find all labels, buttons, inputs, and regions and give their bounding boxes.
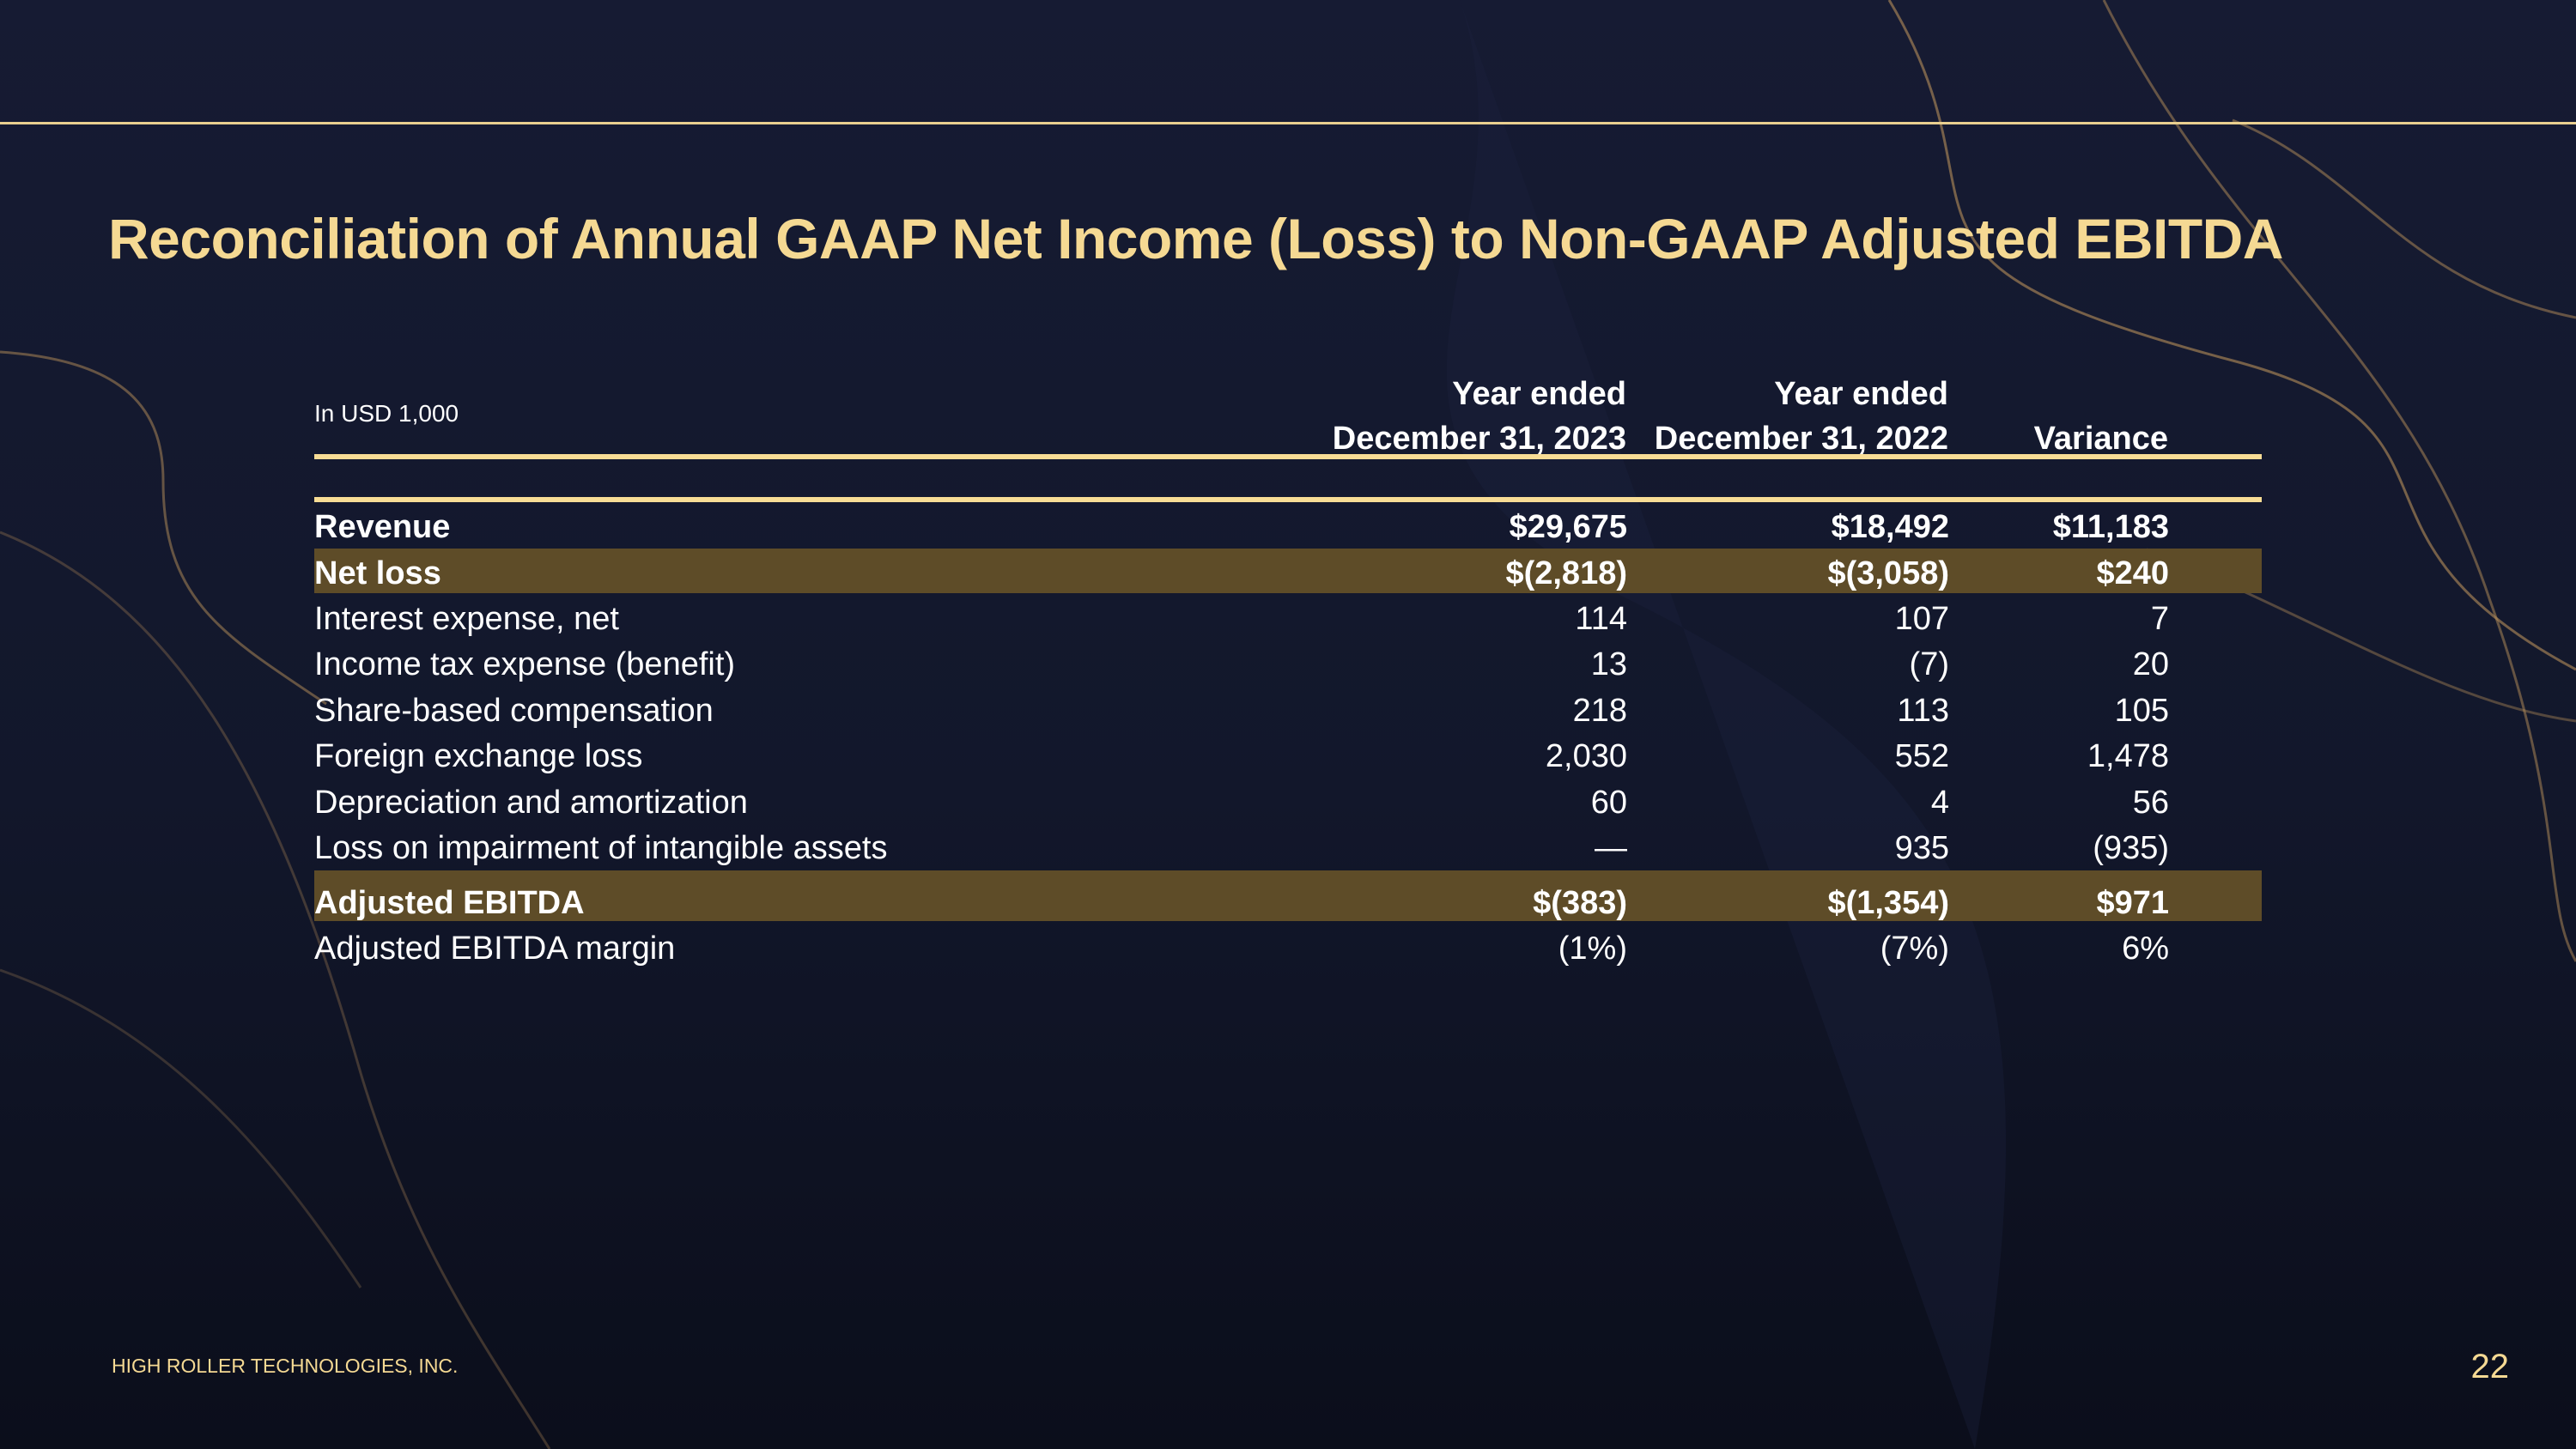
table-row: Share-based compensation 218 113 105 bbox=[314, 688, 2262, 733]
table-row: Loss on impairment of intangible assets —… bbox=[314, 826, 2262, 870]
value-2022: $(3,058) bbox=[1827, 555, 1949, 591]
header-rule bbox=[314, 454, 2262, 459]
column-header-line: Year ended bbox=[1774, 376, 1948, 412]
row-label: Loss on impairment of intangible assets bbox=[314, 830, 888, 866]
value-variance: $971 bbox=[2096, 885, 2169, 921]
column-header-variance: Variance bbox=[2033, 421, 2168, 457]
value-variance: 6% bbox=[2122, 931, 2169, 967]
table-row: Net loss $(2,818) $(3,058) $240 bbox=[314, 551, 2262, 596]
table-row: Interest expense, net 114 107 7 bbox=[314, 597, 2262, 641]
row-label: Income tax expense (benefit) bbox=[314, 646, 736, 682]
value-2023: $(2,818) bbox=[1505, 555, 1627, 591]
value-variance: $11,183 bbox=[2052, 509, 2169, 545]
value-2023: 60 bbox=[1590, 785, 1627, 821]
value-2022: 935 bbox=[1894, 830, 1949, 866]
row-label: Depreciation and amortization bbox=[314, 785, 748, 821]
page-title: Reconciliation of Annual GAAP Net Income… bbox=[108, 207, 2283, 270]
row-label: Foreign exchange loss bbox=[314, 738, 643, 774]
company-name: HIGH ROLLER TECHNOLOGIES, INC. bbox=[112, 1355, 459, 1377]
value-variance: 56 bbox=[2132, 785, 2169, 821]
top-divider bbox=[0, 122, 2576, 124]
column-header-line: Year ended bbox=[1452, 376, 1626, 412]
value-2022: (7) bbox=[1909, 646, 1949, 682]
value-2023: 13 bbox=[1590, 646, 1627, 682]
header-rule bbox=[314, 497, 2262, 502]
row-label: Revenue bbox=[314, 509, 451, 545]
value-variance: 20 bbox=[2132, 646, 2169, 682]
value-2023: 2,030 bbox=[1545, 738, 1627, 774]
row-label: Share-based compensation bbox=[314, 693, 714, 729]
value-2023: $(383) bbox=[1533, 885, 1627, 921]
value-2022: 107 bbox=[1894, 601, 1949, 637]
value-variance: 7 bbox=[2150, 601, 2169, 637]
value-2022: $18,492 bbox=[1831, 509, 1949, 545]
value-2023: (1%) bbox=[1558, 931, 1627, 967]
row-label: Adjusted EBITDA margin bbox=[314, 931, 676, 967]
row-label: Interest expense, net bbox=[314, 601, 619, 637]
table-row: Adjusted EBITDA margin (1%) (7%) 6% bbox=[314, 926, 2262, 971]
value-2022: $(1,354) bbox=[1827, 885, 1949, 921]
value-2022: 552 bbox=[1894, 738, 1949, 774]
value-variance: (935) bbox=[2093, 830, 2169, 866]
value-2022: 4 bbox=[1930, 785, 1949, 821]
row-highlight bbox=[314, 549, 2262, 593]
table-row: Income tax expense (benefit) 13 (7) 20 bbox=[314, 642, 2262, 687]
value-variance: 1,478 bbox=[2087, 738, 2169, 774]
row-label: Net loss bbox=[314, 555, 441, 591]
value-2023: — bbox=[1595, 830, 1627, 866]
value-2023: $29,675 bbox=[1509, 509, 1627, 545]
table-row: Adjusted EBITDA $(383) $(1,354) $971 bbox=[314, 881, 2262, 925]
column-header-line: December 31, 2022 bbox=[1654, 421, 1948, 457]
value-2023: 114 bbox=[1575, 601, 1627, 637]
table-row: Depreciation and amortization 60 4 56 bbox=[314, 780, 2262, 825]
row-highlight bbox=[314, 870, 2262, 921]
row-label: Adjusted EBITDA bbox=[314, 885, 585, 921]
column-header-line: December 31, 2023 bbox=[1332, 421, 1626, 457]
value-2023: 218 bbox=[1572, 693, 1627, 729]
column-header-2023: Year ended December 31, 2023 bbox=[1333, 372, 1626, 461]
value-variance: $240 bbox=[2096, 555, 2169, 591]
unit-label: In USD 1,000 bbox=[314, 400, 459, 427]
page-number: 22 bbox=[2470, 1348, 2510, 1385]
column-header-2022: Year ended December 31, 2022 bbox=[1655, 372, 1948, 461]
table-row: Revenue $29,675 $18,492 $11,183 bbox=[314, 505, 2262, 549]
value-2022: (7%) bbox=[1880, 931, 1949, 967]
value-2022: 113 bbox=[1897, 693, 1949, 729]
table-row: Foreign exchange loss 2,030 552 1,478 bbox=[314, 734, 2262, 779]
value-variance: 105 bbox=[2114, 693, 2169, 729]
